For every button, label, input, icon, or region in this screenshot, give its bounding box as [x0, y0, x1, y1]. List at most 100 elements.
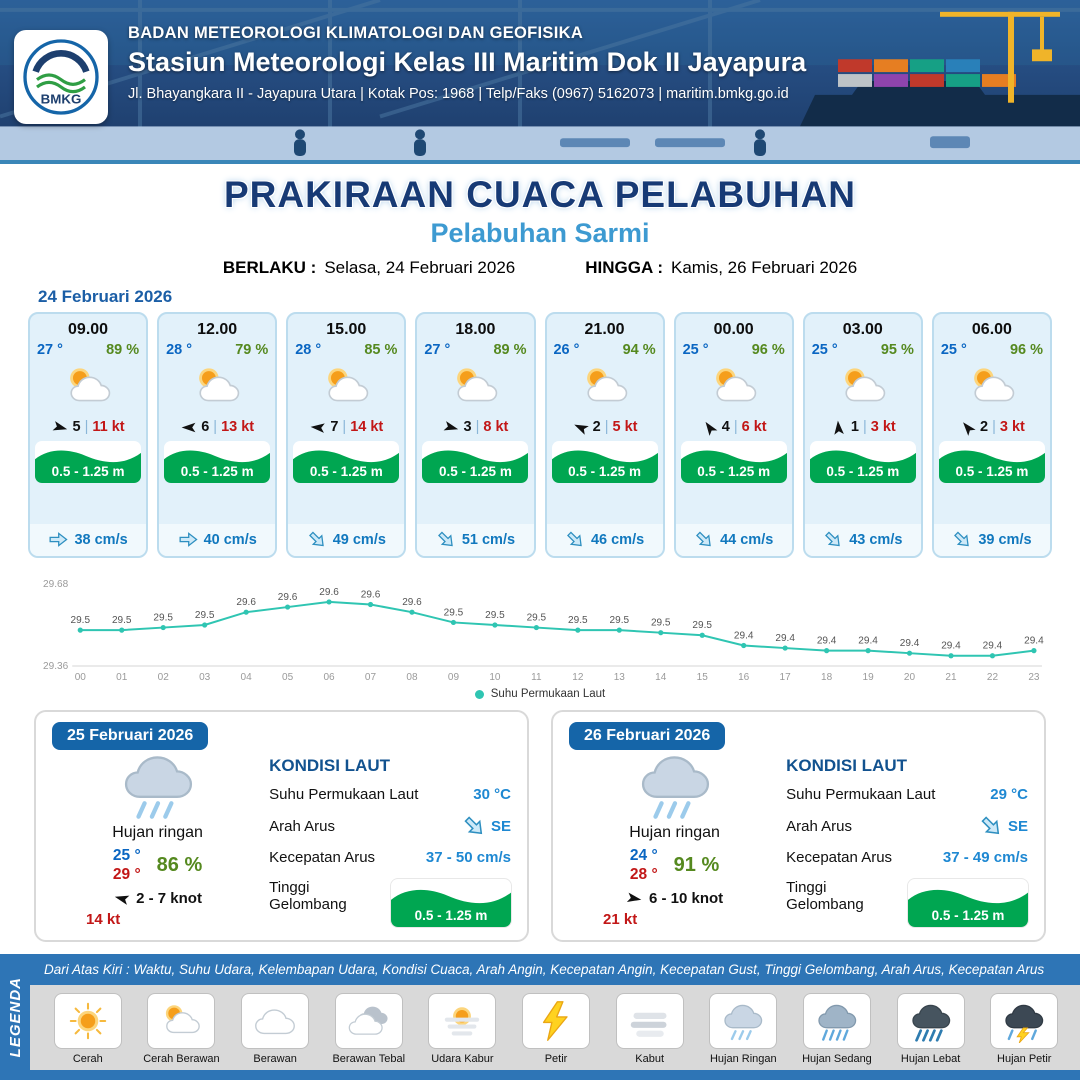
current-direction-arrow-icon — [981, 816, 1000, 835]
legend-label: Hujan Petir — [997, 1053, 1052, 1065]
wind-direction-arrow-icon — [834, 420, 844, 435]
svg-text:19: 19 — [862, 672, 874, 683]
svg-text:29.6: 29.6 — [319, 587, 339, 598]
svg-text:10: 10 — [489, 672, 501, 683]
wind-row: 2 | 5 kt — [572, 419, 637, 435]
svg-text:29.5: 29.5 — [444, 607, 464, 618]
current-direction-arrow-icon — [954, 531, 970, 547]
wave-height-badge: 0.5 - 1.25 m — [164, 441, 271, 483]
svg-text:29.4: 29.4 — [858, 636, 878, 647]
sst-label: Suhu Permukaan Laut — [269, 786, 419, 803]
legend-item: Cerah Berawan — [138, 993, 226, 1065]
svg-text:29.6: 29.6 — [236, 597, 256, 608]
svg-text:29.4: 29.4 — [734, 631, 754, 642]
svg-text:29.5: 29.5 — [568, 615, 588, 626]
air-temperature: 25 ° — [682, 342, 709, 358]
current-direction-arrow-icon — [464, 816, 483, 835]
wave-shape — [164, 450, 271, 483]
legend-label: Hujan Sedang — [802, 1053, 872, 1065]
hourly-forecast-card: 06.00 25 ° 96 % 2 | 3 kt 0.5 - 1.25 m 39… — [931, 312, 1052, 558]
current-direction-arrow-icon — [437, 531, 453, 547]
forecast-time: 09.00 — [68, 321, 109, 338]
current-row: 38 cm/s — [30, 524, 147, 556]
air-temperature: 25 ° — [940, 342, 967, 358]
legend-icon-tile — [522, 993, 591, 1049]
wave-shape — [35, 450, 142, 483]
weather-icon — [313, 358, 379, 419]
wave-shape — [907, 889, 1028, 927]
wind-row: 6 | 13 kt — [180, 419, 254, 435]
wave-height: 0.5 - 1.25 m — [697, 464, 771, 479]
svg-text:13: 13 — [614, 672, 626, 683]
hourly-forecast-card: 18.00 27 ° 89 % 3 | 8 kt 0.5 - 1.25 m 51… — [415, 312, 536, 558]
wind-gust: 14 kt — [350, 419, 384, 435]
current-direction-arrow-icon — [308, 531, 324, 547]
forecast-time: 12.00 — [197, 321, 238, 338]
sst-row: Suhu Permukaan Laut 30 °C — [269, 786, 511, 803]
wind-gust: 3 kt — [999, 419, 1025, 435]
svg-text:29.5: 29.5 — [71, 615, 91, 626]
footer-bar — [0, 1070, 1080, 1080]
current-row: 51 cm/s — [417, 524, 534, 556]
legend-icon-tile — [896, 993, 965, 1049]
current-speed: 44 cm/s — [720, 531, 774, 548]
weather-condition: Hujan ringan — [629, 824, 720, 841]
wave-height-row: Tinggi Gelombang 0.5 - 1.25 m — [269, 879, 511, 927]
wind-gust-separator: | — [992, 419, 996, 435]
weather-icon — [630, 1012, 667, 1037]
svg-text:29.6: 29.6 — [361, 590, 381, 601]
current-speed: 51 cm/s — [461, 531, 516, 548]
weather-icon — [1000, 999, 1048, 1043]
wind-direction-arrow-icon — [626, 892, 642, 902]
wave-height-badge: 0.5 - 1.25 m — [551, 441, 658, 483]
current-direction-arrow-icon — [566, 531, 582, 547]
wind-row: 2 - 7 knot — [113, 890, 202, 907]
wave-shape — [809, 450, 916, 483]
svg-text:08: 08 — [406, 672, 418, 683]
svg-text:29.5: 29.5 — [153, 613, 173, 624]
daily-forecast-card: 26 Februari 2026 Hujan ringan 24 ° 28 ° … — [551, 710, 1046, 942]
wind-gust-separator: | — [475, 419, 480, 435]
legend-item: Berawan Tebal — [325, 993, 413, 1065]
forecast-time: 00.00 — [713, 321, 754, 338]
svg-text:29.5: 29.5 — [651, 618, 671, 629]
sea-surface-temperature: 29 °C — [990, 786, 1028, 803]
relative-humidity: 96 % — [1009, 342, 1044, 358]
legend-item: Hujan Ringan — [699, 993, 787, 1065]
wind-row: 6 - 10 knot — [626, 890, 723, 907]
wave-height: 0.5 - 1.25 m — [955, 464, 1029, 479]
wave-height: 0.5 - 1.25 m — [309, 464, 383, 479]
wave-shape — [390, 889, 511, 927]
wave-height: 0.5 - 1.25 m — [568, 464, 641, 479]
daily-date-badge: 25 Februari 2026 — [52, 722, 209, 750]
legend-icon-tile — [802, 993, 871, 1049]
current-direction-label: Arah Arus — [269, 817, 335, 835]
wave-height: 0.5 - 1.25 m — [414, 908, 488, 923]
wind-row: 1 | 3 kt — [830, 419, 896, 435]
svg-text:29.5: 29.5 — [112, 615, 132, 626]
legend-icon-tile — [334, 993, 403, 1049]
current-direction-arrow-icon — [825, 531, 841, 547]
weather-icon — [542, 1001, 568, 1041]
legend-icon-tile — [241, 993, 310, 1049]
wind-speed: 2 — [592, 419, 601, 435]
legend-icon-tile — [147, 993, 216, 1049]
chart-legend-dot — [474, 689, 484, 699]
chart-legend-label: Suhu Permukaan Laut — [490, 688, 606, 700]
legend-icon-tile — [615, 993, 684, 1049]
temp-min: 24 ° — [629, 847, 658, 864]
current-speed: 37 - 50 cm/s — [425, 849, 511, 866]
svg-text:29.5: 29.5 — [527, 613, 547, 624]
svg-text:04: 04 — [241, 672, 253, 683]
wave-height-badge: 0.5 - 1.25 m — [907, 879, 1028, 927]
wind-gust: 6 kt — [741, 419, 767, 435]
legend-label: Petir — [544, 1053, 568, 1065]
title-block: PRAKIRAAN CUACA PELABUHAN Pelabuhan Sarm… — [0, 164, 1080, 278]
hourly-forecast-card: 09.00 27 ° 89 % 5 | 11 kt 0.5 - 1.25 m 3… — [28, 312, 149, 558]
hourly-forecast-row: 09.00 27 ° 89 % 5 | 11 kt 0.5 - 1.25 m 3… — [0, 312, 1080, 558]
legend-item: Hujan Petir — [980, 993, 1068, 1065]
legend-label: Berawan Tebal — [332, 1053, 406, 1065]
relative-humidity: 91 % — [673, 853, 720, 876]
weather-icon — [184, 358, 250, 419]
